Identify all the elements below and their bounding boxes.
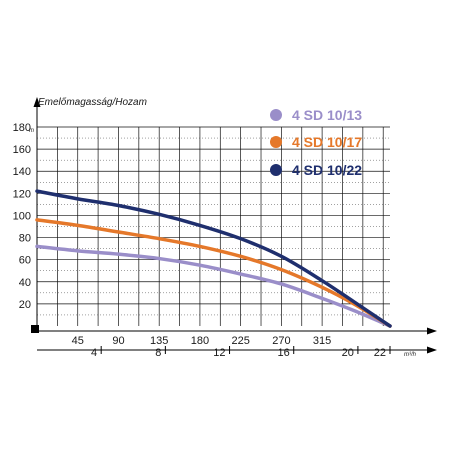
grid (37, 126, 390, 326)
x2-tick-label: 20 (342, 347, 354, 359)
y-tick-label: 120 (13, 188, 31, 200)
x2-tick-label: 22 (374, 347, 386, 359)
legend-marker (270, 136, 282, 148)
y-tick-label: 80 (19, 233, 31, 245)
x-tick-label: 45 (72, 335, 84, 347)
y-tick-label: 140 (13, 166, 31, 178)
y-tick-label: 20 (19, 299, 31, 311)
x2-axis-unit: m³/h (404, 352, 417, 358)
x-tick-label: 90 (112, 335, 124, 347)
x2-axis-arrow (427, 346, 437, 354)
x-tick-label: 180 (191, 335, 209, 347)
legend-label: 4 SD 10/13 (292, 107, 362, 123)
x2-tick-label: 4 (91, 347, 97, 359)
legend-label: 4 SD 10/17 (292, 134, 362, 150)
x2-tick-label: 12 (213, 347, 225, 359)
chart-title: Emelőmagasság/Hozam (38, 97, 147, 108)
x-tick-label: 135 (150, 335, 168, 347)
y-tick-label: 100 (13, 210, 31, 222)
legend-label: 4 SD 10/22 (292, 162, 362, 178)
axes (31, 97, 437, 354)
x-tick-labels: 45 90 135 180 225 270 315 (72, 335, 332, 347)
series-line-1 (35, 244, 392, 328)
x-axis-arrow (427, 327, 437, 335)
x-tick-label: 225 (231, 335, 249, 347)
x-tick-label: 270 (272, 335, 290, 347)
x2-tick-labels: 4 8 12 16 20 22 (91, 346, 391, 359)
legend: 4 SD 10/13 4 SD 10/17 4 SD 10/22 (270, 107, 362, 178)
y-tick-label: 180 (13, 122, 31, 134)
legend-marker (270, 164, 282, 176)
y-axis-unit: m (29, 128, 34, 134)
y-tick-labels: 20 40 60 80 100 120 140 160 180 (13, 122, 31, 311)
series-lines (35, 189, 392, 328)
series-line-2 (35, 218, 392, 328)
x-tick-label: 315 (313, 335, 331, 347)
y-tick-label: 160 (13, 144, 31, 156)
x2-tick-label: 8 (155, 347, 161, 359)
y-axis-arrow (33, 97, 41, 107)
y-tick-label: 40 (19, 277, 31, 289)
series-line-3 (35, 189, 392, 328)
x2-tick-label: 16 (277, 347, 289, 359)
y-tick-label: 60 (19, 255, 31, 267)
origin-marker (31, 325, 39, 333)
legend-marker (270, 109, 282, 121)
